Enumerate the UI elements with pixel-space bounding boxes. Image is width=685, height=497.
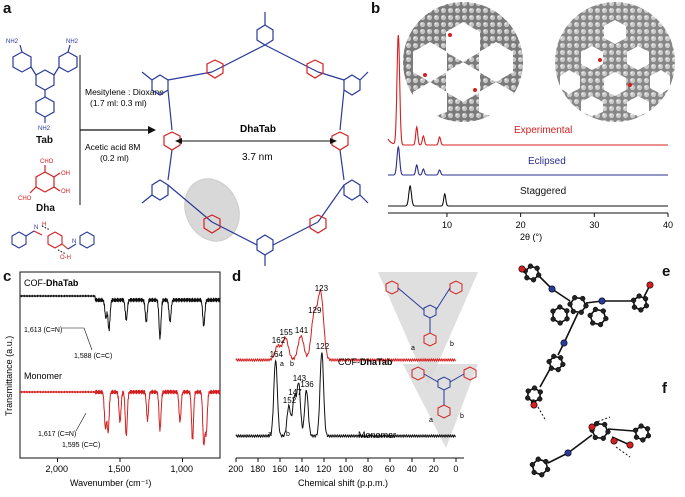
ftir-tick-label: 1,500 — [108, 464, 131, 474]
nmr-tick-label: 200 — [228, 464, 243, 474]
ftir-tick-label: 1,000 — [171, 464, 194, 474]
hbond-motif — [12, 226, 94, 254]
mon-site-b: b — [460, 413, 464, 420]
nmr-tick-label: 0 — [453, 464, 458, 474]
nmr-tick-label: 40 — [407, 464, 417, 474]
nmr-tick-label: 120 — [316, 464, 331, 474]
dha-molecule — [30, 165, 60, 193]
ftir-top-label: COF-DhaTab — [24, 278, 79, 288]
ann-mon-cn: 1,617 (C=N) — [38, 431, 76, 438]
panel-b-pxrd: 10 20 30 40 Experimental Eclipsed Staggered… — [370, 0, 685, 268]
nmr-peak-label: 152 — [283, 396, 297, 405]
nmr-top-label: COF-DhaTab — [338, 357, 393, 367]
molecule-e — [519, 264, 653, 408]
dha-label: Dha — [36, 203, 55, 214]
molecule-f — [530, 421, 651, 477]
nmr-peak-label: 122 — [316, 342, 330, 351]
nmr-cof-a: a — [280, 361, 284, 368]
staggered-model — [555, 2, 675, 122]
arrow-head — [148, 126, 156, 134]
hbond-n-left: N — [34, 225, 38, 231]
pxrd-tick-label: 40 — [663, 220, 673, 230]
cof-site-a: a — [411, 345, 415, 352]
nmr-peak-label: 155 — [280, 328, 294, 337]
pxrd-chart: 10 20 30 40 Experimental Eclipsed Staggered… — [370, 0, 685, 268]
nh2-left: NH2 — [6, 39, 19, 45]
legend-staggered: Staggered — [520, 186, 566, 197]
nmr-peak-label: 123 — [315, 284, 329, 293]
pore-size-label: 3.7 nm — [242, 152, 273, 163]
hbond-o-h: O-H — [60, 255, 71, 261]
highlight-ellipse — [175, 170, 249, 250]
ftir-tick-label: 2,000 — [46, 464, 69, 474]
nh2-bottom: NH2 — [38, 126, 51, 132]
panel-ef-crystal — [490, 255, 685, 492]
cof-hexagon — [142, 12, 368, 266]
nmr-tick-label: 140 — [294, 464, 309, 474]
pxrd-x-ticks: 10 20 30 40 — [442, 213, 673, 230]
pxrd-tick-label: 30 — [589, 220, 599, 230]
ann-cof-cc: 1,588 (C=C) — [74, 353, 112, 360]
panel-a-synthesis: NH2 NH2 NH2 Tab CHO CHO OH OH Dha Mesity… — [0, 0, 370, 268]
cof-site-b: b — [450, 341, 454, 348]
nmr-xlabel: Chemical shift (p.p.m.) — [298, 478, 388, 488]
ftir-x-ticks: 2,000 1,500 1,000 — [46, 458, 194, 474]
pore-arrow-right — [330, 138, 337, 144]
mon-site-a: a — [429, 417, 433, 424]
crystal-structures — [490, 255, 685, 492]
acid-line-1: Acetic acid 8M — [85, 142, 140, 152]
acid-line-2: (0.2 ml) — [100, 153, 129, 163]
nmr-peak-label: 147 — [288, 388, 302, 397]
nmr-tick-label: 100 — [338, 464, 353, 474]
nmr-tick-label: 160 — [272, 464, 287, 474]
nmr-mon-b: b — [286, 431, 290, 438]
pxrd-tick-label: 10 — [442, 220, 452, 230]
cho-top: CHO — [40, 159, 54, 165]
ftir-xlabel: Wavenumber (cm⁻¹) — [70, 478, 151, 488]
pxrd-tick-label: 20 — [516, 220, 526, 230]
nmr-mon-a: a — [268, 431, 272, 438]
nmr-peak-label: 164 — [270, 350, 284, 359]
legend-eclipsed: Eclipsed — [528, 156, 566, 167]
nmr-peak-label: 129 — [308, 306, 322, 315]
ann-mon-cc: 1,595 (C=C) — [62, 442, 100, 449]
oh-bottom: OH — [61, 189, 70, 195]
nmr-peak-label: 162 — [272, 336, 286, 345]
synthesis-scheme: NH2 NH2 NH2 Tab CHO CHO OH OH Dha Mesity… — [0, 0, 370, 268]
ann-cof-cn: 1,613 (C=N) — [24, 327, 62, 334]
nmr-tick-label: 180 — [250, 464, 265, 474]
tab-label: Tab — [36, 135, 53, 146]
nmr-peak-label: 141 — [295, 326, 309, 335]
legend-experimental: Experimental — [514, 125, 572, 136]
nmr-tick-label: 80 — [363, 464, 373, 474]
nmr-tick-label: 20 — [429, 464, 439, 474]
panel-c-ftir: Transmittance (a.u.) 2,000 1,500 1,000 COF… — [0, 268, 228, 492]
tab-molecule — [13, 45, 77, 123]
pore-arrow-left — [175, 138, 182, 144]
pxrd-xlabel: 2θ (°) — [520, 232, 542, 242]
hbond-n-right: N — [72, 239, 76, 245]
ftir-ylabel: Transmittance (a.u.) — [4, 336, 14, 416]
nmr-peak-label: 136 — [300, 380, 314, 389]
solvent-line-2: (1.7 ml: 0.3 ml) — [90, 98, 147, 108]
ftir-bottom-label: Monomer — [24, 371, 62, 381]
hbond-h-o: H — [42, 222, 46, 228]
oh-top: OH — [61, 171, 70, 177]
ftir-chart: Transmittance (a.u.) 2,000 1,500 1,000 COF… — [0, 268, 228, 492]
product-label: DhaTab — [240, 124, 276, 135]
nmr-tick-label: 60 — [385, 464, 395, 474]
cho-bottom: CHO — [18, 196, 32, 202]
nh2-right: NH2 — [66, 39, 79, 45]
eclipsed-model — [403, 2, 523, 122]
nmr-bottom-label: Monomer — [358, 430, 396, 440]
nmr-cof-b: b — [290, 361, 294, 368]
